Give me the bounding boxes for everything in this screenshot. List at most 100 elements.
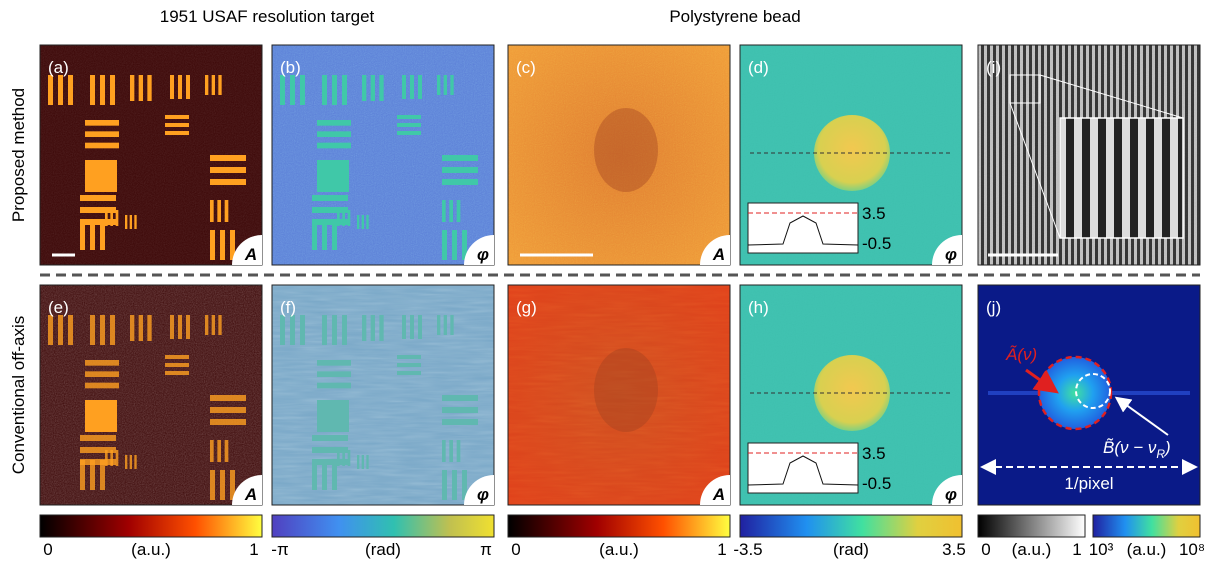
- corner-symbol: A: [244, 245, 257, 264]
- target-bar: [437, 315, 440, 335]
- target-bar: [147, 315, 151, 341]
- target-bar: [290, 315, 295, 345]
- panel-label: (a): [48, 58, 69, 77]
- target-bar: [317, 143, 351, 149]
- target-bar: [105, 450, 108, 466]
- target-bar: [442, 470, 447, 500]
- target-bar: [68, 315, 73, 345]
- target-bar: [280, 315, 285, 345]
- target-bar: [130, 455, 132, 469]
- target-bar: [210, 407, 246, 413]
- target-bar: [397, 355, 421, 359]
- target-bar: [410, 75, 414, 99]
- target-bar: [165, 115, 189, 119]
- target-bar: [332, 315, 337, 345]
- target-bar: [442, 155, 478, 161]
- panel-image: [978, 45, 1200, 265]
- target-bar: [210, 440, 214, 462]
- target-bar: [442, 200, 446, 222]
- colorbar-label: (a.u.): [1127, 540, 1167, 559]
- target-bar: [116, 210, 119, 226]
- target-bar: [110, 210, 113, 226]
- colorbar-label: 1: [249, 540, 258, 559]
- panel-image: [508, 285, 730, 505]
- corner-symbol: φ: [477, 245, 489, 264]
- target-bar: [90, 460, 95, 490]
- target-bar: [210, 179, 246, 185]
- target-bar: [217, 200, 221, 222]
- target-bar: [165, 131, 189, 135]
- target-bar: [100, 75, 105, 105]
- target-bar: [418, 75, 422, 99]
- colorbar-label: -π: [271, 540, 288, 559]
- colorbar: [40, 515, 262, 537]
- twin-label-sub: R: [1156, 447, 1165, 461]
- target-bar: [337, 210, 340, 226]
- colorbar: [272, 515, 494, 537]
- target-bar: [85, 143, 119, 149]
- inset-label: -0.5: [862, 234, 891, 253]
- target-bar: [170, 315, 174, 339]
- corner-symbol: A: [712, 245, 725, 264]
- colorbar-label: 0: [43, 540, 52, 559]
- target-bar: [317, 120, 351, 126]
- target-bar: [220, 230, 225, 260]
- target-bar: [165, 371, 189, 375]
- target-bar: [444, 315, 447, 335]
- target-bar: [402, 75, 406, 99]
- target-bar: [110, 450, 113, 466]
- panel-image: [40, 45, 262, 265]
- target-bar: [205, 315, 208, 335]
- target-bar: [210, 200, 214, 222]
- panel-image: 3.5-0.5: [740, 285, 962, 505]
- target-bar: [90, 220, 95, 250]
- target-bar: [337, 450, 340, 466]
- target-bar: [58, 315, 63, 345]
- panel-label: (b): [280, 58, 301, 77]
- target-bar: [217, 440, 221, 462]
- figure: 1951 USAF resolution target Polystyrene …: [0, 0, 1215, 562]
- target-bar: [449, 200, 453, 222]
- target-bar: [371, 315, 375, 341]
- target-bar: [80, 195, 116, 201]
- target-bar: [105, 210, 108, 226]
- target-bar: [80, 460, 85, 490]
- target-bar: [110, 315, 115, 345]
- target-bar: [58, 75, 63, 105]
- target-bar: [178, 75, 182, 99]
- panel-label: (i): [986, 58, 1001, 77]
- target-bar: [210, 155, 246, 161]
- page: Figure {"headers": {"usaf": "1951 USAF r…: [0, 0, 1215, 562]
- target-bar: [342, 315, 347, 345]
- target-bar: [450, 315, 453, 335]
- target-bar: [348, 450, 351, 466]
- target-bar: [139, 315, 143, 341]
- target-bar: [442, 419, 478, 425]
- panel-label: (j): [986, 298, 1001, 317]
- target-bar: [362, 455, 364, 469]
- target-bar: [342, 450, 345, 466]
- signal-label: Ã(ν): [1005, 345, 1037, 364]
- panel-image: [508, 45, 730, 265]
- target-bar: [68, 75, 73, 105]
- colorbar-label: 0: [511, 540, 520, 559]
- panel-label: (d): [748, 58, 769, 77]
- target-bar: [212, 315, 215, 335]
- target-bar: [170, 75, 174, 99]
- target-bar: [332, 75, 337, 105]
- target-bar: [178, 315, 182, 339]
- panel-label: (h): [748, 298, 769, 317]
- target-bar: [332, 220, 337, 250]
- target-bar: [85, 383, 119, 389]
- target-bar: [212, 75, 215, 95]
- target-bar: [139, 75, 143, 101]
- corner-symbol: φ: [945, 245, 957, 264]
- colorbar-label: 3.5: [942, 540, 966, 559]
- target-bar: [280, 75, 285, 105]
- body: 1951 USAF resolution target Polystyrene …: [0, 0, 1215, 562]
- target-bar: [100, 315, 105, 345]
- target-bar: [317, 371, 351, 377]
- column-header: Polystyrene bead: [669, 7, 800, 26]
- target-square: [85, 160, 117, 192]
- target-bar: [442, 440, 446, 462]
